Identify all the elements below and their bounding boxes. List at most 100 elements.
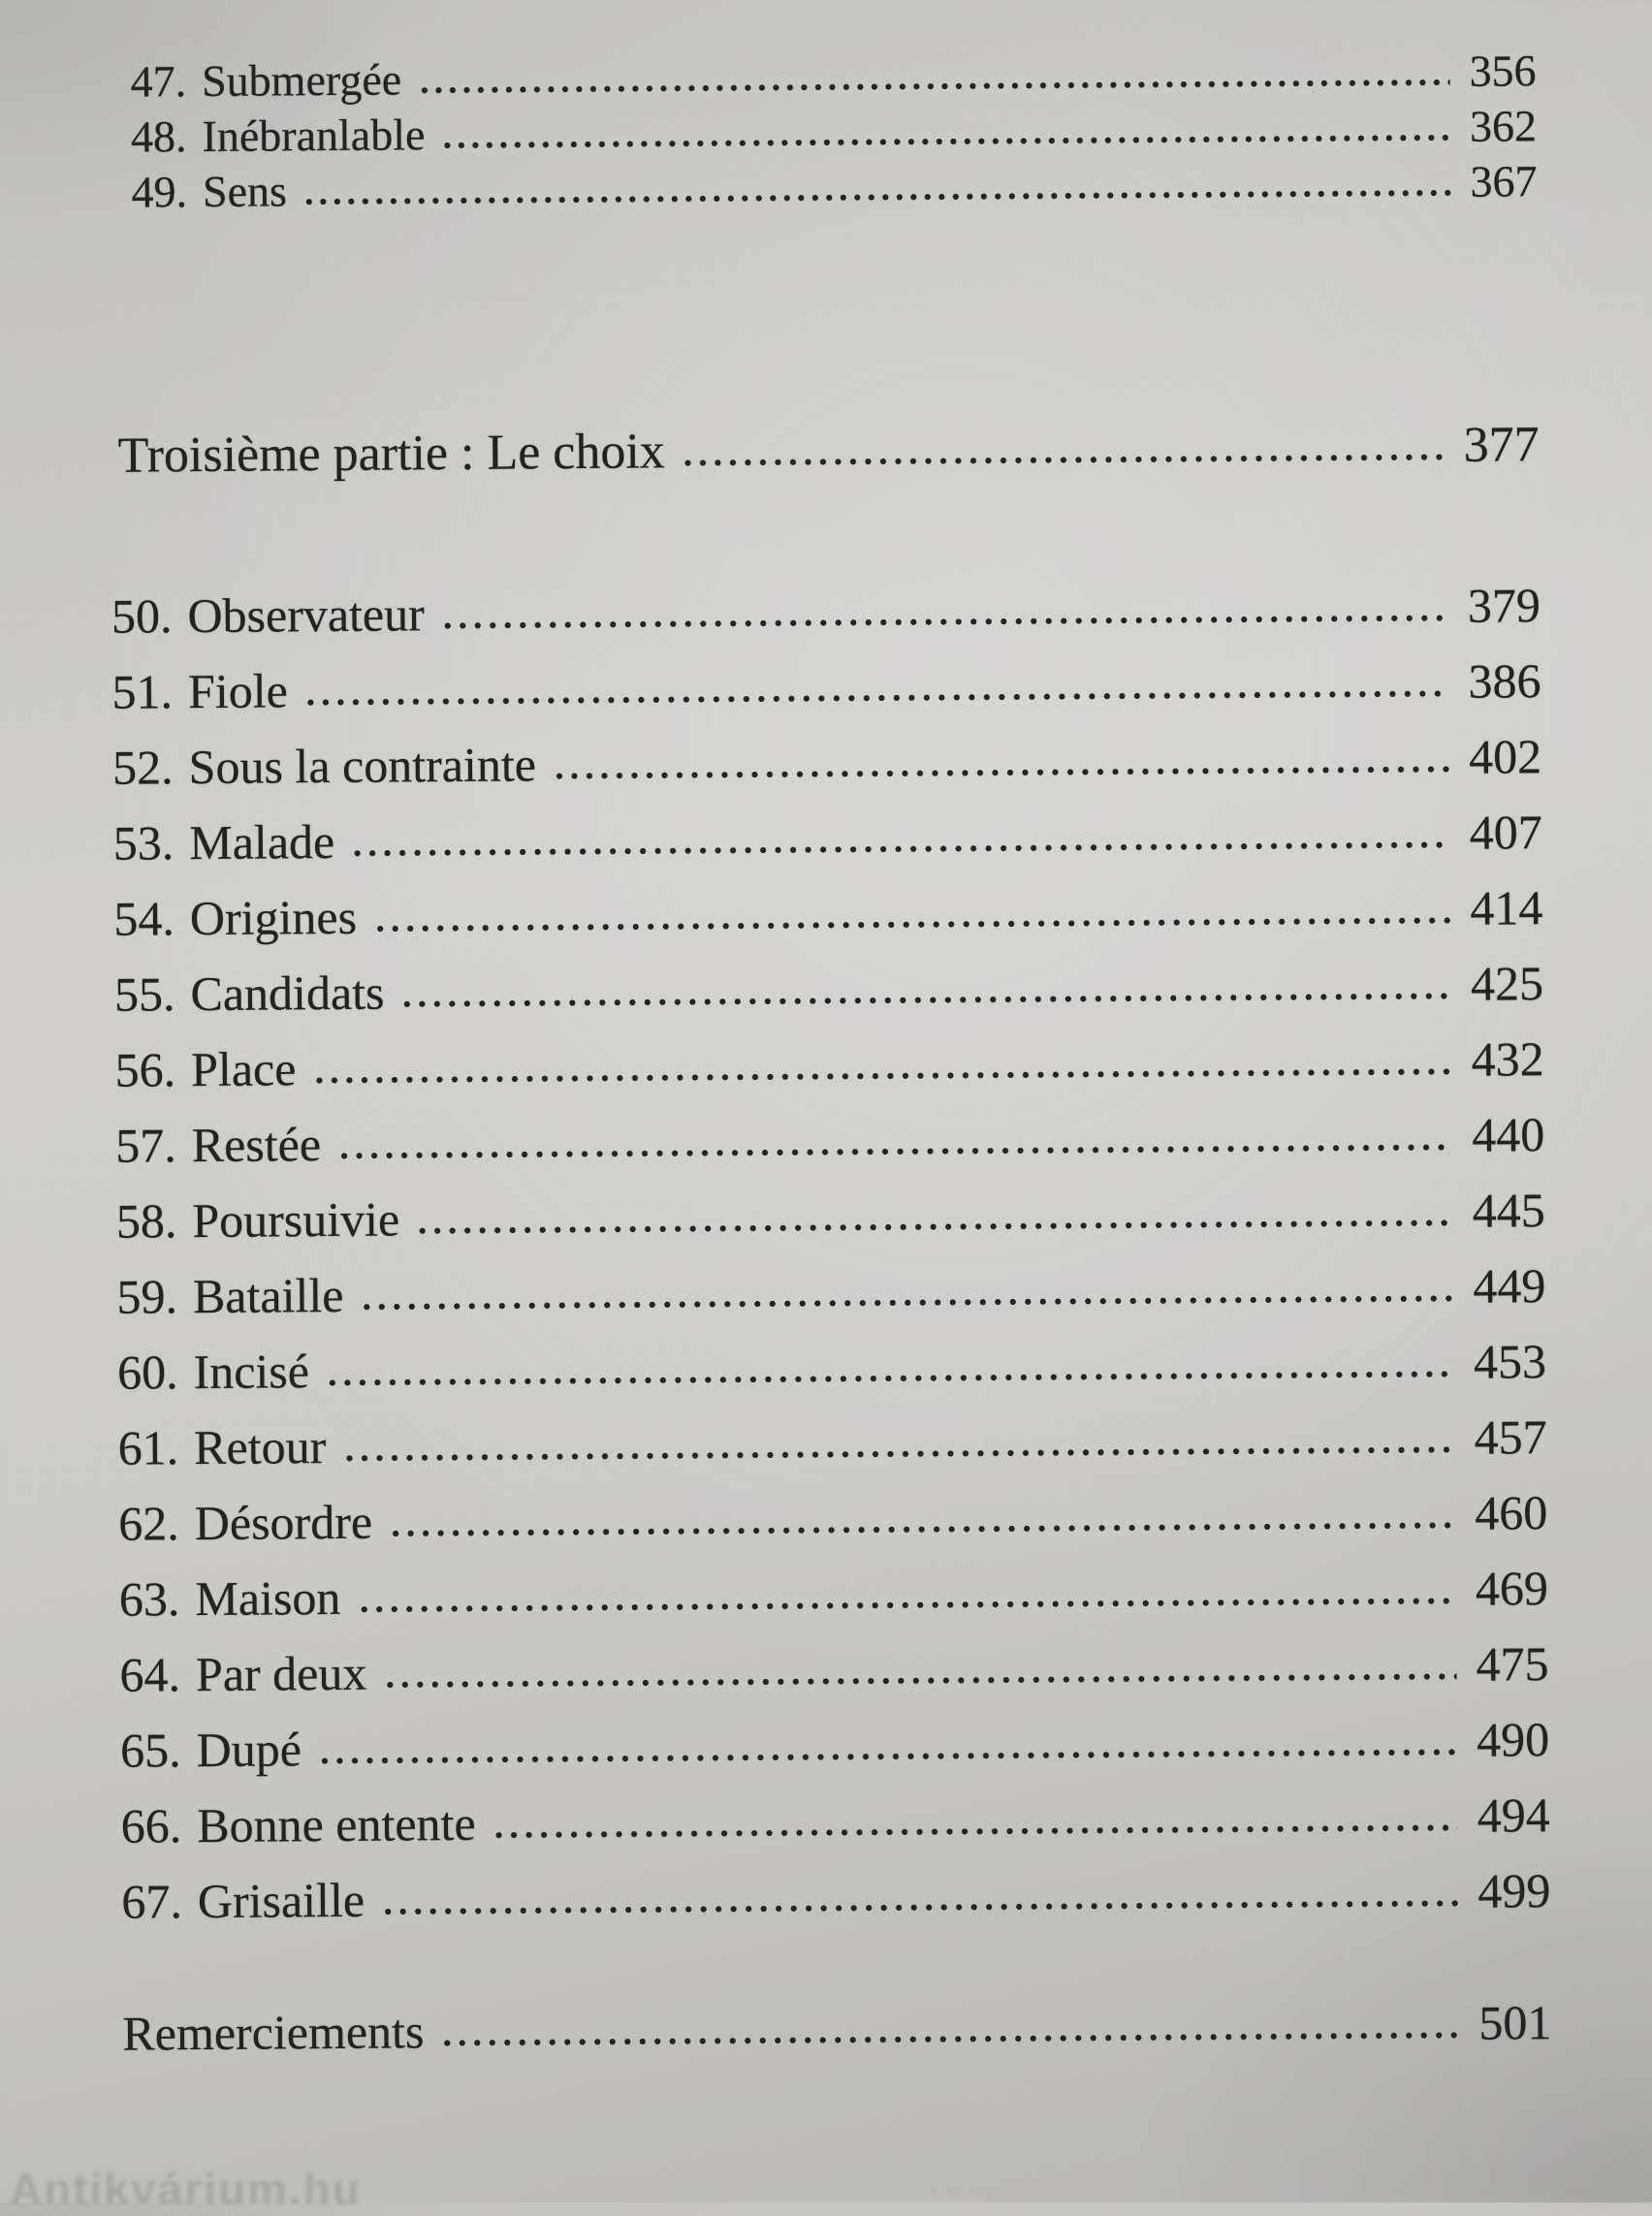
toc-entry-title: Restée [191,1117,322,1173]
toc-section-part3: 50. Observateur 379 51. Fiole 386 52. Sous la c… [111,577,1551,1949]
toc-entry-title: Place [190,1041,297,1097]
toc-entry-row: 52. Sous la contrainte 402 [112,728,1542,815]
toc-entry-number: 63. [118,1571,180,1627]
dot-leader [302,188,1451,206]
toc-entry-title: Observateur [187,586,425,644]
toc-entry-page: 494 [1477,1788,1550,1843]
toc-entry-row: 54. Origines 414 [113,879,1543,966]
toc-entry-page: 449 [1473,1258,1546,1314]
dot-leader [680,452,1445,468]
toc-entry-number: 61. [117,1420,179,1475]
toc-entry-number: 65. [119,1723,181,1778]
toc-entry-title: Incisé [193,1344,310,1400]
toc-entry-number: 50. [111,588,173,644]
seller-watermark: Antikvárium.hu [10,2165,362,2215]
toc-entry-row: 67. Grisaille 499 [121,1862,1551,1949]
toc-entry-row: 58. Poursuivie 445 [116,1182,1546,1269]
toc-section-part2-end: 47. Submergée 356 48. Inébranlable 362 49. Sens… [130,45,1537,221]
toc-entry-title: Sous la contrainte [188,737,537,795]
toc-entry-row: 59. Bataille 449 [116,1257,1546,1345]
toc-entry-number: 56. [114,1042,176,1097]
dot-leader [491,1822,1458,1840]
toc-entry-row: 61. Retour 457 [117,1409,1547,1496]
toc-entry-page: 453 [1473,1334,1547,1389]
toc-entry-page: 407 [1469,805,1542,860]
toc-entry-row: 65. Dupé 490 [120,1711,1550,1798]
toc-entry-page: 490 [1476,1712,1550,1767]
dot-leader [372,915,1451,934]
dot-leader [302,688,1449,708]
toc-entry-row: 55. Candidats 425 [114,955,1544,1042]
dot-leader [551,764,1450,781]
dot-leader [359,1293,1454,1312]
dot-leader [388,1520,1456,1538]
toc-entry-title: Submergée [201,54,402,107]
toc-entry-title: Sens [202,166,288,217]
toc-entry-row: 57. Restée 440 [115,1106,1545,1193]
toc-entry-row: 63. Maison 469 [119,1560,1549,1647]
toc-entry-title: Désordre [194,1494,373,1551]
toc-entry-page: 425 [1470,956,1544,1011]
dot-leader [417,78,1450,95]
toc-entry-row: Remerciements 501 [122,1994,1552,2083]
toc-entry-page: 440 [1471,1107,1545,1162]
toc-entry-number: 54. [113,891,175,946]
toc-entry-title: Fiole [187,663,289,719]
dot-leader [415,1218,1453,1236]
toc-entry-number: 49. [131,167,188,217]
toc-entry-page: 432 [1471,1031,1544,1087]
part-heading-row: Troisième partie : Le choix 377 [117,416,1540,521]
toc-entry-row: 50. Observateur 379 [111,577,1541,664]
dot-leader [380,1898,1459,1916]
dot-leader [316,1747,1458,1766]
toc-section-back-matter: Remerciements 501 [122,1994,1552,2083]
toc-entry-page: 379 [1467,578,1541,633]
toc-entry-row: 60. Incisé 453 [117,1333,1547,1420]
dot-leader [350,839,1450,858]
dot-leader [399,991,1452,1009]
toc-entry-number: 64. [119,1647,181,1702]
toc-entry-page: 362 [1469,101,1538,151]
toc-entry-row: 49. Sens 367 [131,155,1537,221]
toc-entry-number: 59. [116,1269,178,1324]
toc-entry-row: 64. Par deux 475 [119,1635,1549,1723]
toc-entry-title: Origines [189,889,358,946]
toc-entry-title: Grisaille [197,1872,365,1929]
toc-entry-number: 60. [116,1345,178,1400]
dot-leader [311,1066,1452,1086]
part-heading-page: 377 [1463,417,1540,473]
toc-entry-page: 457 [1474,1409,1547,1465]
toc-entry-page: 402 [1468,729,1542,784]
toc-entry-row: 66. Bonne entente 494 [121,1787,1551,1874]
toc-entry-page: 367 [1470,156,1538,206]
toc-entry-page: 386 [1468,653,1541,709]
dot-leader [439,613,1449,631]
toc-entry-number: 57. [115,1118,176,1173]
dot-leader [356,1596,1456,1614]
part-heading-title: Troisième partie : Le choix [117,424,666,484]
toc-entry-number: 66. [120,1798,182,1853]
dot-leader [325,1369,1455,1388]
toc-entry-page: 469 [1475,1561,1549,1616]
toc-entry-page: 499 [1477,1863,1551,1918]
toc-entry-number: 47. [130,56,187,107]
toc-entry-page: 445 [1472,1183,1546,1238]
toc-entry-page: 460 [1475,1485,1548,1540]
toc-entry-title: Maison [195,1569,341,1627]
toc-entry-page: 414 [1470,880,1543,935]
toc-entry-row: 51. Fiole 386 [111,652,1541,740]
toc-entry-title: Bonne entente [197,1795,476,1853]
dot-leader [382,1671,1457,1690]
toc-entry-page: 475 [1476,1636,1549,1692]
toc-entry-title: Candidats [190,965,385,1022]
toc-entry-number: 52. [111,740,174,795]
toc-entry-title: Malade [189,813,335,871]
toc-entry-page: 356 [1469,46,1537,96]
dot-leader [440,133,1451,150]
toc-entry-number: 53. [112,815,175,871]
toc-entry-number: 48. [130,111,187,162]
dot-leader [336,1142,1453,1160]
toc-entry-title: Bataille [192,1267,344,1324]
